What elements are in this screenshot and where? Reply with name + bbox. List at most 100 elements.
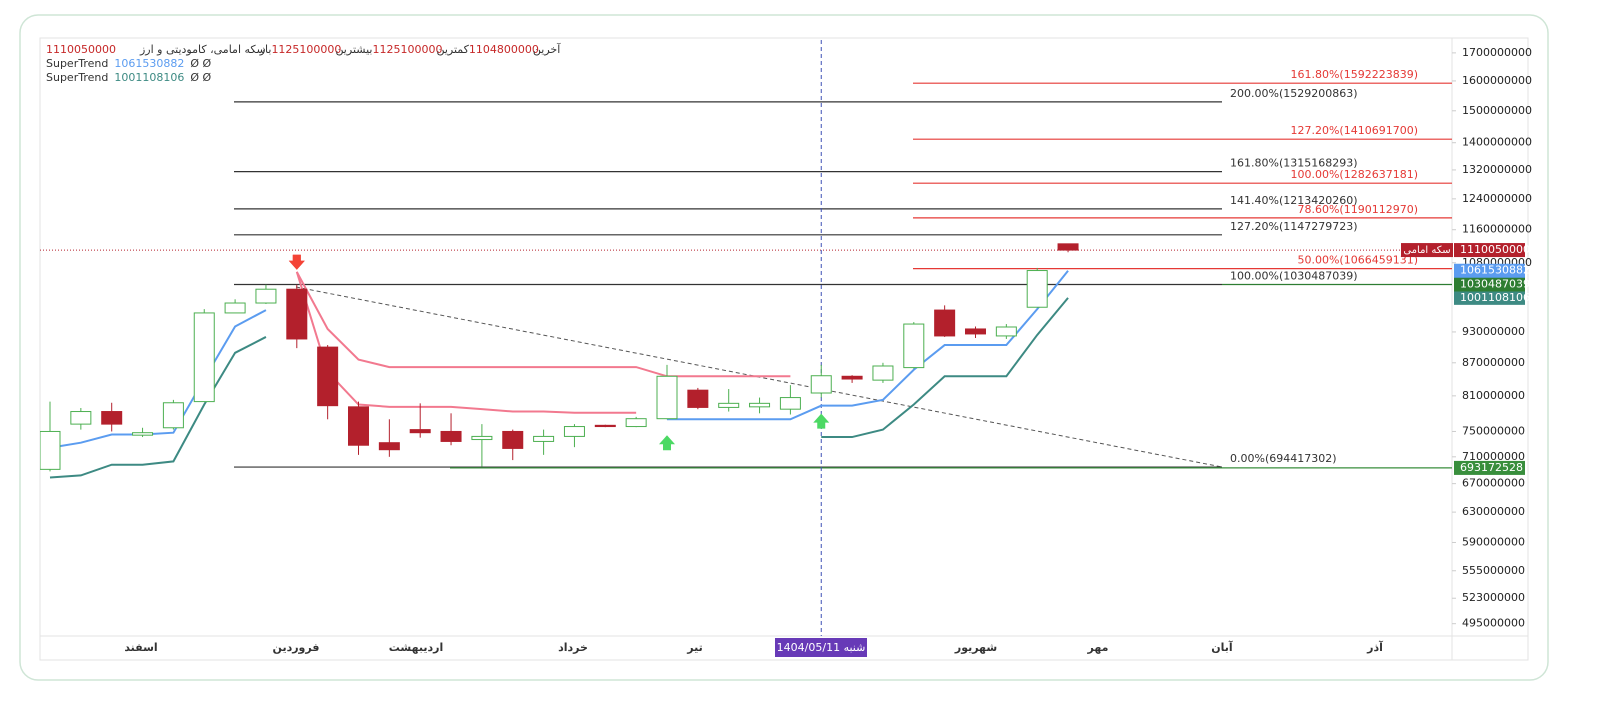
- candle-body: [286, 288, 308, 340]
- header-title: سکه امامی، کامودیتی و ارز: [139, 43, 266, 56]
- y-tick-label: 630000000: [1462, 505, 1525, 518]
- x-tick-label: اردیبهشت: [389, 641, 443, 654]
- last-price-tag-bg: [1454, 243, 1525, 258]
- x-tick-label: شهریور: [954, 641, 997, 654]
- header-value: 1110050000: [46, 43, 116, 56]
- supertrend-line: [49, 297, 1069, 479]
- header-value: 1125100000: [372, 43, 442, 56]
- x-tick-label: آبان: [1211, 640, 1233, 654]
- legend-entry: SuperTrend 1061530882 Ø Ø: [46, 57, 211, 70]
- fib-tag: 1030487039: [1460, 277, 1530, 290]
- y-tick-label: 555000000: [1462, 564, 1525, 577]
- candle-body: [995, 326, 1017, 337]
- y-tick-label: 1600000000: [1462, 74, 1532, 87]
- candle-body: [70, 411, 92, 425]
- fib-label: 100.00%(1282637181): [1290, 168, 1418, 181]
- candle-body: [255, 288, 277, 304]
- candle-body: [749, 402, 771, 408]
- fib-label: 200.00%(1529200863): [1230, 87, 1358, 100]
- candle-body: [687, 389, 709, 408]
- candle-body: [348, 406, 369, 446]
- price-line-tag-bg: [1454, 460, 1525, 475]
- header: 1110050000 آخرین1104800000کمترین112510000…: [46, 42, 561, 84]
- y-tick-label: 1700000000: [1462, 46, 1532, 59]
- y-tick-label: 670000000: [1462, 477, 1525, 490]
- legend-entry: SuperTrend 1001108106 Ø Ø: [46, 71, 211, 84]
- candle-body: [224, 302, 246, 314]
- header-label: کمترین: [436, 43, 469, 56]
- supertrend-tag-bg: [1454, 290, 1525, 305]
- fib-label: 161.80%(1315168293): [1230, 157, 1358, 170]
- candle-body: [656, 375, 678, 420]
- candle-body: [841, 375, 863, 380]
- y-tick-label: 1240000000: [1462, 192, 1532, 205]
- candle-body: [502, 430, 524, 449]
- legend-flags: Ø Ø: [190, 71, 211, 84]
- candle-body: [132, 432, 154, 436]
- x-tick-label: تیر: [686, 641, 702, 654]
- supertrend-tag: 1001108106: [1460, 291, 1530, 304]
- candle-body: [1026, 270, 1048, 308]
- header-value: 1125100000: [271, 43, 341, 56]
- symbol-tag-bg: [1401, 243, 1453, 258]
- axes: 1700000000 1600000000 1500000000 1400000000…: [124, 46, 1532, 657]
- y-tick-label: 523000000: [1462, 591, 1525, 604]
- candle-body: [779, 397, 801, 410]
- legend-name: SuperTrend: [46, 57, 108, 70]
- candle-body: [934, 309, 956, 337]
- fib-label: 100.00%(1030487039): [1230, 269, 1358, 282]
- candle-body: [872, 365, 894, 381]
- x-tick-label: مهر: [1087, 641, 1109, 654]
- legend-value: 1001108106: [114, 71, 184, 84]
- chart-frame: [39, 37, 1529, 661]
- legend-flags: Ø Ø: [190, 57, 211, 70]
- supertrend-line: [49, 270, 1069, 449]
- price-line-tag: 693172528: [1460, 461, 1523, 474]
- supertrend-line: [295, 271, 637, 414]
- header-label: باز: [259, 43, 272, 56]
- fib-label: 141.40%(1213420260): [1230, 194, 1358, 207]
- fib-label: 127.20%(1410691700): [1290, 124, 1418, 137]
- candle-body: [1057, 243, 1079, 251]
- y-tick-label: 495000000: [1462, 617, 1525, 630]
- buy-arrow: [813, 413, 830, 429]
- y-tick-label: 870000000: [1462, 356, 1525, 369]
- symbol-tag: سکه امامی: [1403, 245, 1450, 256]
- fib-tag-bg: [1454, 277, 1525, 292]
- fib-label: 50.00%(1066459131): [1297, 254, 1418, 267]
- candle-body: [317, 346, 339, 407]
- header-label: بیشترین: [335, 43, 372, 56]
- y-tick-label: 930000000: [1462, 325, 1525, 338]
- y-tick-label: 810000000: [1462, 389, 1525, 402]
- y-tick-label: 1500000000: [1462, 104, 1532, 117]
- crosshair-label-bg: [775, 638, 867, 657]
- supertrend-line: [295, 271, 791, 378]
- x-tick-label: اسفند: [124, 641, 157, 654]
- x-tick-label: آذر: [1366, 640, 1383, 654]
- candle-body: [471, 435, 493, 441]
- sell-arrow: [288, 254, 305, 270]
- fib-label: 78.60%(1190112970): [1297, 203, 1418, 216]
- candle-body: [810, 375, 832, 394]
- plot: 0.00%(694417302) 100.00%(1030487039) 127.2…: [40, 40, 1452, 636]
- x-tick-label: فروردین: [273, 641, 320, 654]
- y-tick-label: 710000000: [1462, 450, 1525, 463]
- y-tick-label: 1160000000: [1462, 223, 1532, 236]
- crosshair-label: شنبه 1404/05/11: [777, 641, 866, 654]
- y-tick-label: 1400000000: [1462, 136, 1532, 149]
- header-label: آخرین: [533, 42, 561, 56]
- candle-body: [718, 402, 740, 408]
- candle-body: [533, 435, 555, 442]
- fib-label: 0.00%(694417302): [1230, 452, 1337, 465]
- candle-body: [40, 430, 61, 470]
- fib-label: 127.20%(1147279723): [1230, 220, 1358, 233]
- header-value: 1104800000: [469, 43, 539, 56]
- x-tick-label: خرداد: [558, 641, 588, 654]
- supertrend-tag-bg: [1454, 263, 1525, 278]
- buy-arrow: [659, 435, 675, 451]
- candle-body: [965, 328, 986, 335]
- candle-body: [903, 323, 925, 369]
- y-tick-label: 750000000: [1462, 424, 1525, 437]
- y-tick-label: 1320000000: [1462, 163, 1532, 176]
